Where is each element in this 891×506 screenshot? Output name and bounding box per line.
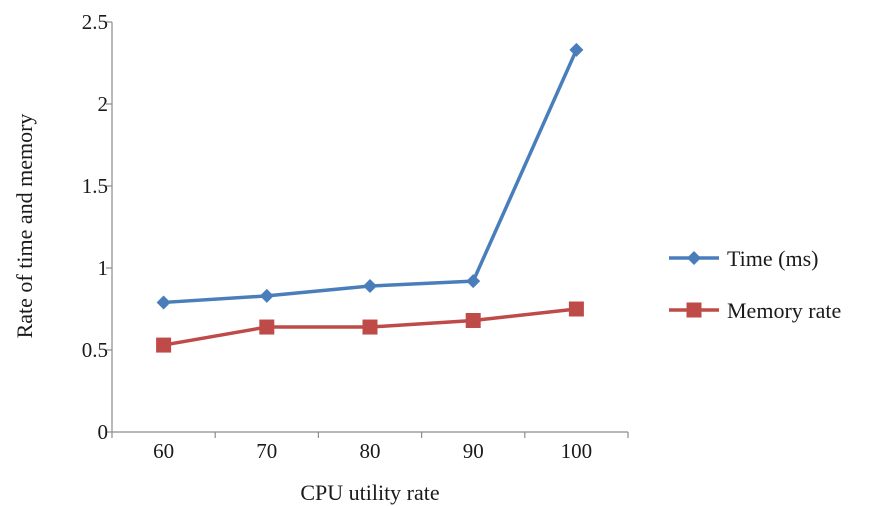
x-tick-label: 70 <box>256 439 277 463</box>
x-tick-label: 90 <box>463 439 484 463</box>
legend-marker <box>686 302 702 318</box>
series-memory-rate <box>156 301 584 353</box>
legend: Time (ms) Memory rate <box>669 246 841 323</box>
legend-label: Time (ms) <box>727 246 818 271</box>
legend-item: Memory rate <box>669 298 841 323</box>
x-tick-label: 60 <box>153 439 174 463</box>
series-line <box>163 49 578 305</box>
legend-item: Time (ms) <box>669 246 818 271</box>
y-tick-label: 1 <box>98 256 109 280</box>
x-axis-title: CPU utility rate <box>300 480 439 505</box>
y-tick-label: 0 <box>98 420 109 444</box>
data-point <box>362 319 378 335</box>
data-point <box>259 319 275 335</box>
x-tick-label: 80 <box>360 439 381 463</box>
data-point <box>465 312 481 328</box>
data-point <box>363 279 377 294</box>
data-point <box>569 42 584 57</box>
y-axis-ticks: 0 0.5 1 1.5 2 2.5 <box>82 10 112 444</box>
series-time <box>156 42 584 310</box>
y-axis: 0 0.5 1 1.5 2 2.5 <box>82 10 113 444</box>
data-point <box>259 288 274 303</box>
y-tick-label: 1.5 <box>82 174 108 198</box>
x-axis: 60 70 80 90 100 <box>111 431 629 463</box>
data-point <box>568 301 584 317</box>
y-tick-label: 2.5 <box>82 10 108 34</box>
x-tick-label: 100 <box>561 439 593 463</box>
x-axis-ticks: 60 70 80 90 100 <box>111 432 629 463</box>
legend-label: Memory rate <box>727 298 841 323</box>
y-axis-title: Rate of time and memory <box>12 114 37 339</box>
data-point <box>156 295 171 310</box>
y-tick-label: 2 <box>98 92 109 116</box>
y-tick-label: 0.5 <box>82 338 108 362</box>
data-point <box>156 337 172 353</box>
legend-marker <box>687 251 701 265</box>
plot-area <box>156 42 584 353</box>
data-point <box>466 274 481 289</box>
